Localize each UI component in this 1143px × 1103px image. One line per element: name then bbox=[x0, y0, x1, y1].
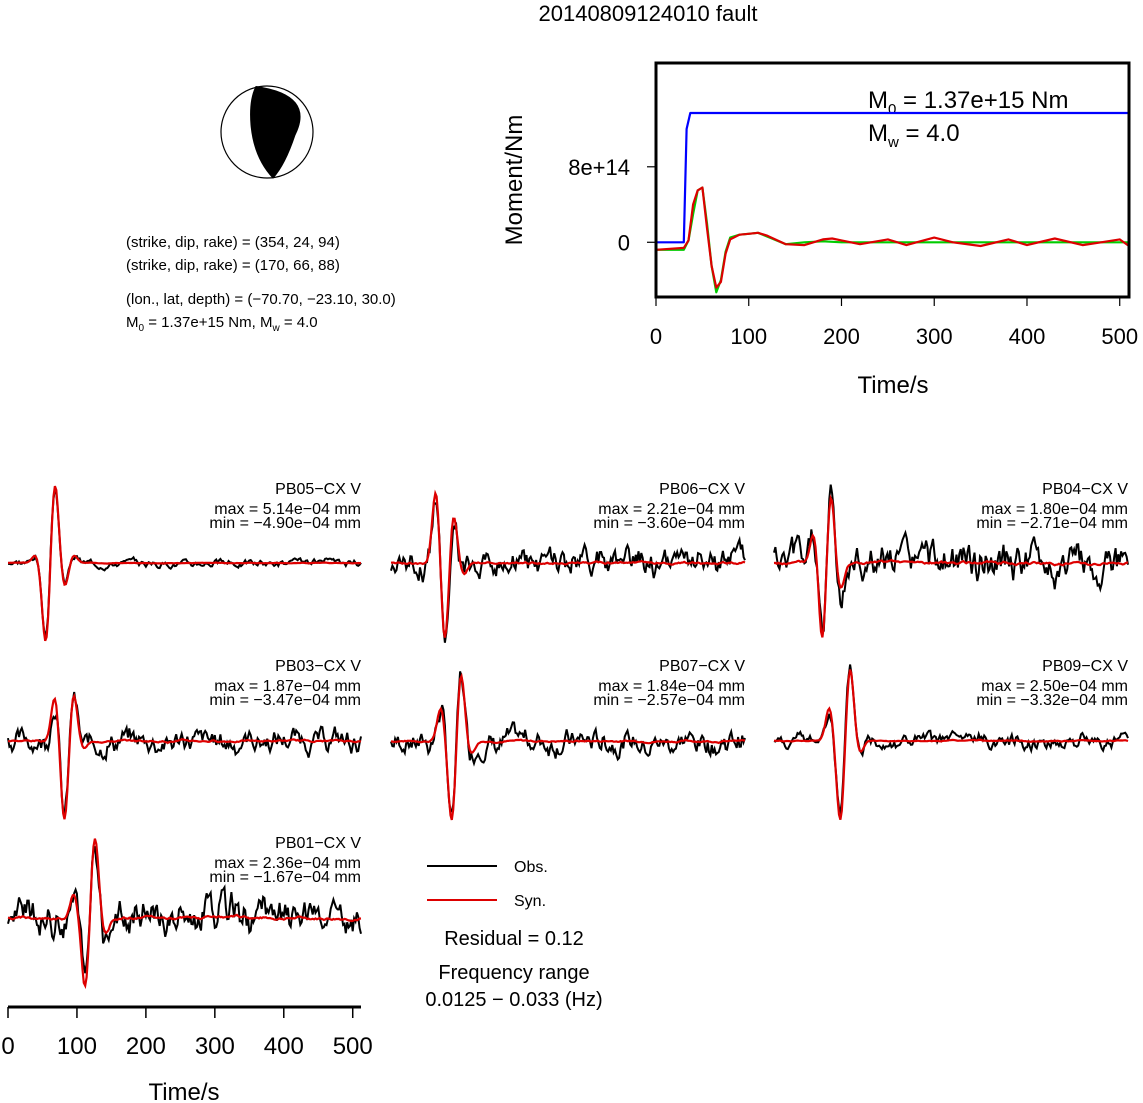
synthetic-waveform bbox=[7, 838, 362, 990]
synthetic-waveform bbox=[773, 669, 1129, 820]
station-min: min = −3.32e−04 mm bbox=[976, 692, 1128, 709]
station-max: max = 1.84e−04 mm bbox=[598, 678, 745, 695]
moment-x-tick-label: 500 bbox=[1101, 324, 1138, 349]
station-min: min = −3.60e−04 mm bbox=[593, 515, 745, 532]
waveform-legend: Obs. Syn. Residual = 0.12 Frequency rang… bbox=[425, 859, 602, 1011]
moment-m0-annotation: M0 = 1.37e+15 Nm bbox=[868, 87, 1068, 118]
legend-obs-label: Obs. bbox=[514, 859, 548, 876]
waveform-x-tick-label: 0 bbox=[1, 1033, 14, 1060]
waveform-x-axis-label: Time/s bbox=[148, 1079, 219, 1103]
moment-mw-annotation: Mw = 4.0 bbox=[868, 120, 960, 151]
moment-x-tick-label: 100 bbox=[730, 324, 767, 349]
station-min: min = −3.47e−04 mm bbox=[209, 692, 361, 709]
waveform-x-tick-label: 100 bbox=[57, 1033, 97, 1060]
station-min: min = −2.71e−04 mm bbox=[976, 515, 1128, 532]
synthetic-waveform bbox=[390, 489, 746, 638]
waveform-x-tick-label: 200 bbox=[126, 1033, 166, 1060]
synthetic-waveform bbox=[391, 672, 745, 821]
waveform-x-tick-label: 300 bbox=[195, 1033, 235, 1060]
moment-x-axis-label: Time/s bbox=[857, 372, 928, 399]
station-name: PB09−CX V bbox=[1042, 658, 1128, 675]
moment-x-tick-label: 400 bbox=[1009, 324, 1046, 349]
station-max: max = 2.21e−04 mm bbox=[598, 501, 745, 518]
station-name: PB06−CX V bbox=[659, 481, 745, 498]
frequency-range-label: Frequency range bbox=[438, 962, 589, 984]
station-min: min = −1.67e−04 mm bbox=[209, 869, 361, 886]
beachball-compression-quadrant bbox=[250, 85, 301, 179]
nodal-plane-2-text: (strike, dip, rake) = (170, 66, 88) bbox=[126, 257, 340, 274]
waveform-x-tick-label: 400 bbox=[264, 1033, 304, 1060]
moment-x-tick-label: 0 bbox=[650, 324, 662, 349]
moment-series-line-0 bbox=[656, 111, 1129, 244]
station-max: max = 2.36e−04 mm bbox=[214, 855, 361, 872]
moment-rate-plot: Moment/Nm Time/s M0 = 1.37e+15 Nm Mw = 4… bbox=[501, 61, 1138, 399]
station-name: PB05−CX V bbox=[275, 481, 361, 498]
moment-summary-text: M0 = 1.37e+15 Nm, Mw = 4.0 bbox=[126, 314, 318, 334]
frequency-range-value: 0.0125 − 0.033 (Hz) bbox=[425, 989, 602, 1011]
observed-waveform bbox=[7, 846, 362, 974]
location-text: (lon., lat, depth) = (−70.70, −23.10, 30… bbox=[126, 291, 396, 308]
residual-text: Residual = 0.12 bbox=[444, 928, 584, 950]
waveform-time-axis: Time/s 0 100 200 300 400 500 bbox=[1, 1005, 373, 1103]
station-min: min = −4.90e−04 mm bbox=[209, 515, 361, 532]
station-name: PB07−CX V bbox=[659, 658, 745, 675]
legend-syn-label: Syn. bbox=[514, 893, 546, 910]
station-max: max = 2.50e−04 mm bbox=[981, 678, 1128, 695]
synthetic-waveform bbox=[8, 485, 362, 642]
station-min: min = −2.57e−04 mm bbox=[593, 692, 745, 709]
moment-y-tick-label: 0 bbox=[618, 230, 630, 255]
moment-y-axis-label: Moment/Nm bbox=[501, 115, 528, 246]
station-max: max = 1.80e−04 mm bbox=[981, 501, 1128, 518]
station-name: PB03−CX V bbox=[275, 658, 361, 675]
moment-series-line-2 bbox=[655, 186, 1130, 289]
figure-title: 20140809124010 fault bbox=[539, 1, 758, 26]
moment-y-tick-label: 8e+14 bbox=[568, 155, 630, 180]
nodal-plane-1-text: (strike, dip, rake) = (354, 24, 94) bbox=[126, 234, 340, 251]
station-max: max = 5.14e−04 mm bbox=[214, 501, 361, 518]
beachball bbox=[220, 85, 314, 179]
synthetic-waveform bbox=[8, 692, 362, 820]
synthetic-waveform bbox=[773, 494, 1129, 638]
waveform-x-tick-label: 500 bbox=[333, 1033, 373, 1060]
moment-x-tick-label: 300 bbox=[916, 324, 953, 349]
moment-plot-frame bbox=[654, 61, 1131, 299]
moment-x-tick-label: 200 bbox=[823, 324, 860, 349]
station-name: PB01−CX V bbox=[275, 835, 361, 852]
station-name: PB04−CX V bbox=[1042, 481, 1128, 498]
station-max: max = 1.87e−04 mm bbox=[214, 678, 361, 695]
